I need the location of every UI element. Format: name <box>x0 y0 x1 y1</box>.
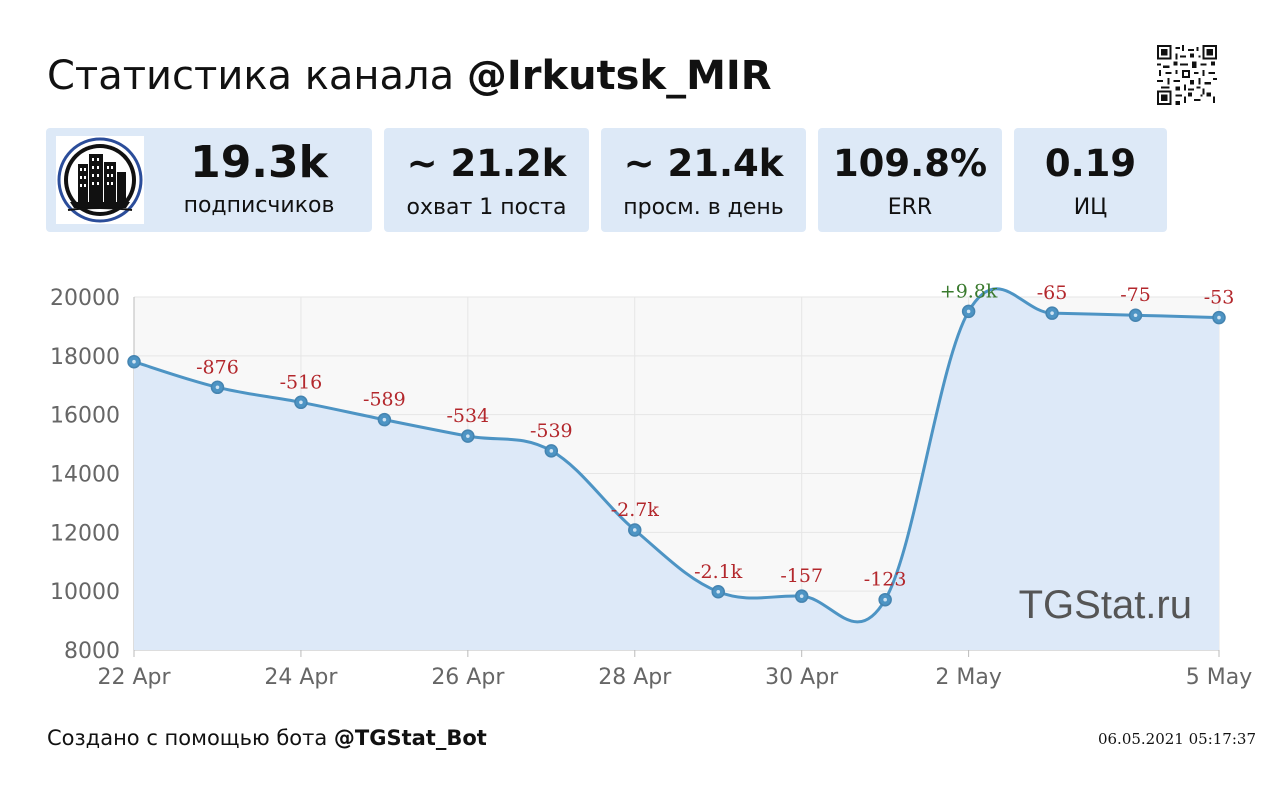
channel-handle: @Irkutsk_MIR <box>466 53 772 99</box>
data-point-center <box>1217 315 1221 320</box>
x-tick-label: 30 Apr <box>765 665 839 690</box>
stat-card-reach: ~ 21.2k охват 1 поста <box>384 128 589 232</box>
point-delta-label: -65 <box>1037 282 1068 304</box>
citation-index-label: ИЦ <box>1073 195 1108 220</box>
data-point-center <box>466 434 470 438</box>
data-point-center <box>632 528 637 532</box>
qr-code-icon <box>1157 45 1217 105</box>
x-tick-label: 22 Apr <box>97 665 171 690</box>
x-tick-label: 5 May <box>1186 665 1252 690</box>
x-tick-label: 24 Apr <box>264 665 338 690</box>
citation-index-value: 0.19 <box>1044 142 1137 185</box>
x-tick-label: 28 Apr <box>598 665 672 690</box>
daily-views-label: просм. в день <box>623 195 784 220</box>
stat-card-err: 109.8% ERR <box>818 128 1002 232</box>
data-point-center <box>549 449 554 453</box>
point-delta-label: -75 <box>1120 284 1151 306</box>
data-point-center <box>299 400 303 405</box>
subscribers-value: 19.3k <box>190 137 328 188</box>
footer-prefix: Создано с помощью бота <box>47 726 328 750</box>
chart-points <box>127 304 1226 607</box>
point-delta-label: +9.8k <box>940 280 998 302</box>
subscribers-chart: 22 Apr 24 Apr 26 Apr 28 Apr 30 Apr 2 May 5 May… <box>50 280 1252 690</box>
data-point-center <box>716 589 721 594</box>
data-point-center <box>1050 311 1054 315</box>
x-tick-label: 2 May <box>935 665 1001 690</box>
data-point-center <box>799 594 804 598</box>
stat-card-daily-views: ~ 21.4k просм. в день <box>601 128 806 232</box>
series-area <box>134 288 1219 650</box>
title-prefix: Статистика канала <box>47 53 455 99</box>
reach-label: охват 1 поста <box>406 195 567 220</box>
chart-point-labels: -876 -516 -589 -534 -539 -2.7k -2.1k -157 -123 +9… <box>196 280 1234 590</box>
daily-views-value: ~ 21.4k <box>623 142 784 185</box>
x-axis: 22 Apr 24 Apr 26 Apr 28 Apr 30 Apr 2 May 5 May <box>97 650 1252 690</box>
point-delta-label: -539 <box>530 420 573 442</box>
point-delta-label: -157 <box>780 565 823 587</box>
y-tick-label: 14000 <box>50 463 120 488</box>
y-axis: 8000 10000 12000 14000 16000 18000 20000 <box>50 286 120 664</box>
point-delta-label: -2.1k <box>694 561 743 583</box>
point-delta-label: -589 <box>363 389 406 411</box>
subscribers-label: подписчиков <box>183 193 335 218</box>
page-title: Статистика канала @Irkutsk_MIR <box>47 50 772 102</box>
point-delta-label: -534 <box>447 405 490 427</box>
point-delta-label: -516 <box>280 371 323 393</box>
data-point-center <box>883 597 887 602</box>
err-value: 109.8% <box>832 142 988 185</box>
reach-value: ~ 21.2k <box>406 142 567 185</box>
err-label: ERR <box>887 195 933 220</box>
point-delta-label: -876 <box>196 356 239 378</box>
stat-card-citation-index: 0.19 ИЦ <box>1014 128 1167 232</box>
footer-timestamp: 06.05.2021 05:17:37 <box>1097 730 1256 748</box>
footer-credit: Создано с помощью бота @TGStat_Bot <box>47 724 487 752</box>
point-delta-label: -2.7k <box>611 499 660 521</box>
stat-card-subscribers: 19.3k подписчиков <box>46 128 372 232</box>
y-tick-label: 16000 <box>50 404 120 429</box>
data-point-center <box>215 385 220 390</box>
y-tick-label: 10000 <box>50 580 120 605</box>
footer-bot-handle: @TGStat_Bot <box>333 726 487 750</box>
channel-avatar <box>56 136 144 224</box>
y-tick-label: 8000 <box>64 639 120 664</box>
data-point-center <box>1133 313 1138 318</box>
y-tick-label: 12000 <box>50 521 120 546</box>
data-point-center <box>966 309 971 314</box>
data-point-center <box>382 417 387 422</box>
data-point-center <box>132 359 136 364</box>
x-tick-label: 26 Apr <box>431 665 505 690</box>
y-tick-label: 20000 <box>50 286 120 311</box>
y-tick-label: 18000 <box>50 345 120 370</box>
chart-watermark: TGStat.ru <box>1019 583 1192 627</box>
point-delta-label: -123 <box>864 569 907 591</box>
point-delta-label: -53 <box>1204 287 1235 309</box>
